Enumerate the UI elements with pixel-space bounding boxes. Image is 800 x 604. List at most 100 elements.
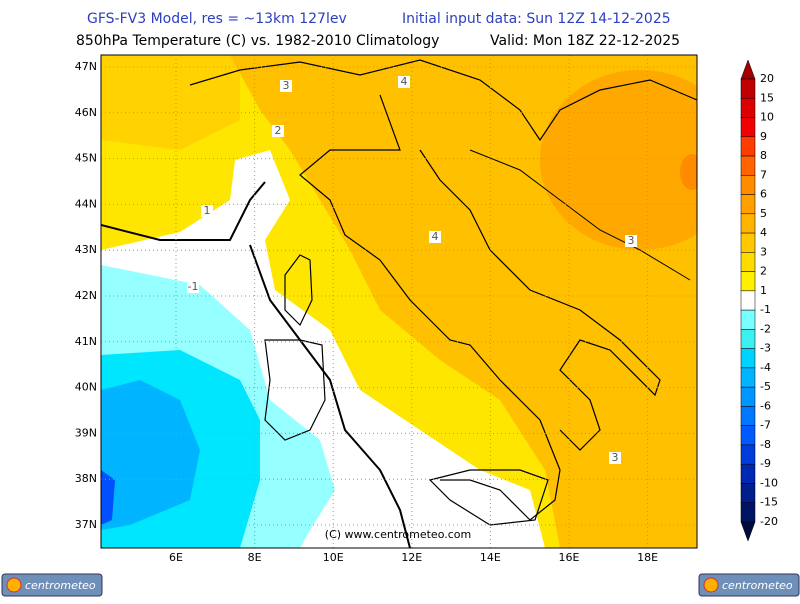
field-blue: [101, 380, 200, 530]
colorbar-label: -20: [760, 515, 778, 528]
field-dark-blue: [101, 470, 115, 525]
contour-label: 3: [612, 451, 619, 464]
logo-icon: [703, 577, 719, 593]
contour-label: -1: [188, 280, 199, 293]
colorbar-segment: [740, 175, 756, 195]
colorbar-label: -3: [760, 342, 771, 355]
lon-label: 10E: [323, 551, 344, 564]
colorbar-segment: [740, 98, 756, 118]
colorbar-label: -2: [760, 322, 771, 335]
colorbar-segment: [740, 329, 756, 349]
colorbar-label: 4: [760, 226, 767, 239]
credit: (C) www.centrometeo.com: [325, 528, 471, 541]
model-title: GFS-FV3 Model, res = ~13km 127lev: [87, 11, 347, 27]
contour-label-bg: [429, 231, 441, 243]
colorbar-label: -6: [760, 399, 771, 412]
contour-label-bg: [187, 281, 199, 293]
lat-label: 44N: [75, 197, 97, 210]
colorbar-label: 15: [760, 91, 774, 104]
lon-label: 12E: [401, 551, 422, 564]
colorbar-segment: [740, 290, 756, 311]
lat-label: 39N: [75, 426, 97, 439]
logo-text: centrometeo: [722, 579, 793, 592]
colorbar-segment: [740, 252, 756, 272]
init-title: Initial input data: Sun 12Z 14-12-2025: [402, 11, 671, 27]
field-title: 850hPa Temperature (C) vs. 1982-2010 Cli…: [76, 33, 439, 49]
zero-isoline: [101, 181, 266, 241]
colorbar-segment: [740, 386, 756, 407]
lat-label: 40N: [75, 381, 97, 394]
field-light-orange: [101, 55, 240, 150]
colorbar-label: -4: [760, 361, 771, 374]
contour-label: 4: [432, 230, 439, 243]
lon-label: 6E: [169, 551, 183, 564]
contour-label-bg: [609, 452, 621, 464]
grid: 47N 46N 45N 44N 43N 42N 41N 40N 39N 38N 37N 6E 8E 10E…: [75, 55, 697, 564]
coastline: [469, 149, 691, 281]
colorbar-label: 6: [760, 188, 767, 201]
logo-icon: [6, 577, 22, 593]
colorbar-segment: [740, 136, 756, 157]
colorbar-segment: [740, 309, 756, 330]
lon-label: 14E: [480, 551, 501, 564]
contour-label: 4: [401, 75, 408, 88]
lat-label: 41N: [75, 335, 97, 348]
colorbar-label: -7: [760, 419, 771, 432]
colorbar-segment: [740, 348, 756, 369]
colorbar-label: 9: [760, 130, 767, 143]
colorbar-label: 8: [760, 149, 767, 162]
colorbar-label: -9: [760, 457, 771, 470]
colorbar-label: -15: [760, 496, 778, 509]
colorbar-segment: [740, 483, 756, 503]
colorbar-segment: [740, 444, 756, 465]
contour-label-bg: [625, 235, 637, 247]
colorbar-segment: [740, 271, 756, 292]
field-dark-orange: [540, 70, 697, 250]
colorbar-segment: [740, 213, 756, 234]
islands: [264, 254, 549, 526]
colorbar-segment: [740, 194, 756, 215]
colorbar-triangle: [740, 521, 756, 542]
contour-label: 2: [275, 124, 282, 137]
logo-box: [1, 573, 103, 597]
lon-label: 8E: [248, 551, 262, 564]
logo-box: [698, 573, 800, 597]
contour-label-bg: [272, 125, 284, 137]
colorbar-label: 1: [760, 284, 767, 297]
lat-label: 42N: [75, 289, 97, 302]
contour-labels: 3 4 2 1 -1 4 3 3: [187, 75, 637, 464]
colorbar-label: 20: [760, 72, 774, 85]
lat-label: 45N: [75, 152, 97, 165]
colorbar-label: -8: [760, 438, 771, 451]
colorbar-segment: [740, 155, 756, 176]
colorbar-segment: [740, 463, 756, 484]
contour-label: 3: [283, 79, 290, 92]
colorbar-segment: [740, 406, 756, 426]
colorbar-segment: [740, 117, 756, 138]
lat-label: 47N: [75, 60, 97, 73]
colorbar-segment: [740, 425, 756, 446]
contour-label-bg: [280, 80, 292, 92]
lon-label: 16E: [559, 551, 580, 564]
colorbar-segment: [740, 502, 756, 523]
logo-text: centrometeo: [25, 579, 96, 592]
logo: centrometeo: [1, 573, 103, 597]
lat-label: 43N: [75, 243, 97, 256]
lat-label: 38N: [75, 472, 97, 485]
valid-title: Valid: Mon 18Z 22-12-2025: [490, 33, 680, 49]
colorbar-label: -10: [760, 476, 778, 489]
contour-label-bg: [201, 205, 213, 217]
colorbar-segment: [740, 367, 756, 388]
contour-label: 3: [628, 234, 635, 247]
colorbar-label: -5: [760, 380, 771, 393]
lon-label: 18E: [637, 551, 658, 564]
contour-label: 1: [204, 204, 211, 217]
zero-isoline: [249, 244, 411, 548]
contour-label-bg: [398, 76, 410, 88]
colorbar-label: 10: [760, 111, 774, 124]
colorbar-label: 7: [760, 168, 767, 181]
colorbar: 20 15 10 9 8 7 6 5 4 3 2 1 -1 -2 -3 -4 -5 -6 -7 -8 -9 -10 -15 -…: [740, 59, 778, 542]
colorbar-segment: [740, 78, 756, 99]
field-deep-orange: [680, 154, 697, 190]
